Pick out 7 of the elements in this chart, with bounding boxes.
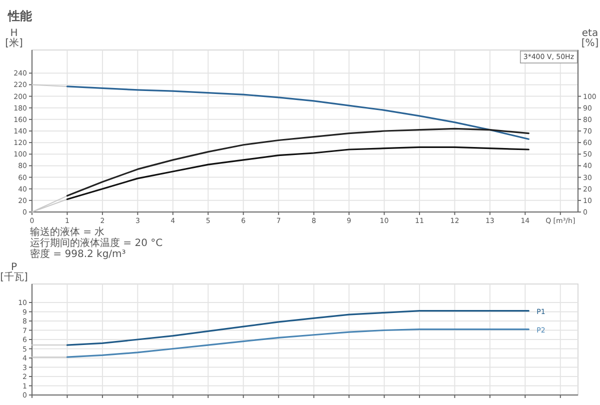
text: 密度 = 998.2 kg/m³ [30,248,126,260]
y2-axis-title: eta [%] [581,28,599,49]
y-axis-title: H [米] [5,28,23,49]
text: 输送的液体 = 水 [30,226,105,238]
chart-title: 性能 [7,9,33,23]
y-axis-title: P [千瓦] [0,262,28,283]
text: 运行期间的液体温度 = 20 °C [30,237,163,249]
